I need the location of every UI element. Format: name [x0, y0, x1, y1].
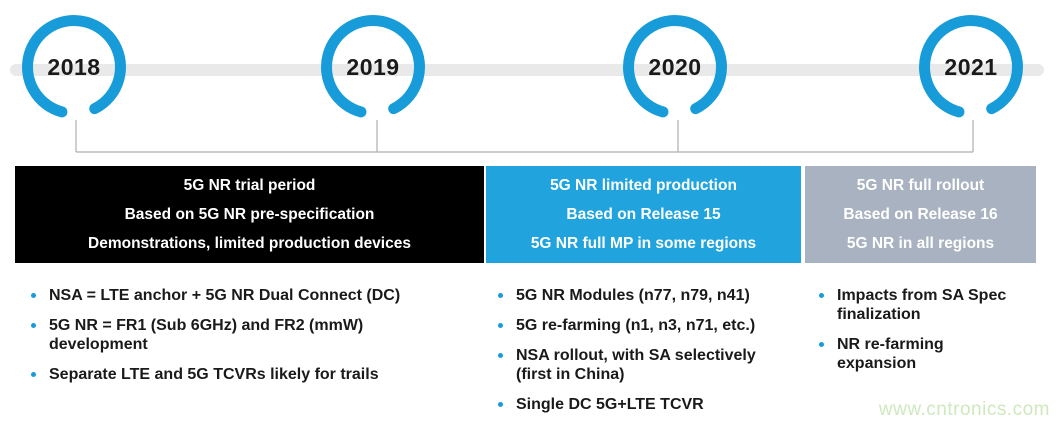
- banner-line: Based on Release 15: [566, 206, 721, 223]
- bullet-dot-icon: [819, 342, 824, 347]
- bullet-item: NSA rollout, with SA selectively (first …: [497, 346, 807, 384]
- bullet-text: NSA = LTE anchor + 5G NR Dual Connect (D…: [49, 287, 401, 304]
- bullet-dot-icon: [498, 353, 503, 358]
- year-ring-icon: [320, 15, 425, 119]
- bullet-text: 5G NR = FR1 (Sub 6GHz) and FR2 (mmW) dev…: [49, 317, 364, 353]
- bullet-text: 5G NR Modules (n77, n79, n41): [516, 287, 750, 304]
- phase-bullets-trial-period: NSA = LTE anchor + 5G NR Dual Connect (D…: [30, 286, 475, 395]
- bullet-item: 5G NR Modules (n77, n79, n41): [497, 286, 807, 305]
- bullet-text: NR re-farming expansion: [837, 336, 944, 372]
- bullet-item: 5G NR = FR1 (Sub 6GHz) and FR2 (mmW) dev…: [30, 316, 475, 354]
- phase-banner-trial-period: 5G NR trial period Based on 5G NR pre-sp…: [15, 166, 484, 263]
- bullet-text: 5G re-farming (n1, n3, n71, etc.): [516, 317, 756, 334]
- banner-line: 5G NR in all regions: [846, 235, 995, 252]
- bullet-dot-icon: [819, 293, 824, 298]
- phase-bullets-limited-production: 5G NR Modules (n77, n79, n41) 5G re-farm…: [497, 286, 807, 424]
- banner-line: Demonstrations, limited production devic…: [88, 235, 411, 252]
- year-ring-icon: [623, 15, 727, 119]
- timeline-connector-lines: [75, 120, 974, 153]
- timeline-year-2019: 2019: [320, 15, 425, 119]
- bullet-item: NSA = LTE anchor + 5G NR Dual Connect (D…: [30, 286, 475, 305]
- year-label: 2018: [47, 54, 100, 80]
- bullet-item: 5G re-farming (n1, n3, n71, etc.): [497, 316, 807, 335]
- timeline-year-2018: 2018: [22, 15, 126, 119]
- timeline-year-2020: 2020: [623, 15, 727, 119]
- phase-banner-limited-production: 5G NR limited production Based on Releas…: [486, 166, 801, 263]
- banner-line: 5G NR full rollout: [856, 177, 985, 194]
- bullet-item: Single DC 5G+LTE TCVR: [497, 395, 807, 414]
- bullet-text: Single DC 5G+LTE TCVR: [516, 396, 704, 413]
- year-ring-icon: [918, 15, 1023, 119]
- bullet-item: NR re-farming expansion: [818, 335, 1050, 373]
- year-ring-icon: [22, 15, 126, 119]
- bullet-text: Separate LTE and 5G TCVRs likely for tra…: [49, 366, 379, 383]
- phase-banner-full-rollout: 5G NR full rollout Based on Release 16 5…: [805, 166, 1036, 263]
- bullet-dot-icon: [31, 372, 36, 377]
- bullet-item: Impacts from SA Spec finalization: [818, 286, 1050, 324]
- bullet-text: NSA rollout, with SA selectively (first …: [516, 347, 756, 383]
- timeline-year-2021: 2021: [918, 15, 1023, 119]
- phase-bullets-full-rollout: Impacts from SA Spec finalization NR re-…: [818, 286, 1050, 384]
- bullet-dot-icon: [498, 323, 503, 328]
- year-label: 2020: [648, 54, 701, 80]
- banner-line: 5G NR full MP in some regions: [530, 235, 757, 252]
- banner-line: Based on 5G NR pre-specification: [124, 206, 375, 223]
- banner-line: Based on Release 16: [843, 206, 998, 223]
- bullet-dot-icon: [498, 293, 503, 298]
- banner-line: 5G NR limited production: [550, 177, 737, 194]
- bullet-dot-icon: [31, 293, 36, 298]
- year-label: 2021: [944, 54, 997, 80]
- bullet-dot-icon: [498, 402, 503, 407]
- watermark: www.cntronics.com: [878, 399, 1050, 420]
- banner-line: 5G NR trial period: [183, 177, 316, 194]
- bullet-item: Separate LTE and 5G TCVRs likely for tra…: [30, 365, 475, 384]
- bullet-dot-icon: [31, 323, 36, 328]
- timeline-track: [10, 64, 1044, 76]
- bullet-text: Impacts from SA Spec finalization: [837, 287, 1007, 323]
- year-label: 2019: [346, 54, 399, 80]
- timeline-graphic: 2018 2019 2020 2021: [10, 15, 1044, 153]
